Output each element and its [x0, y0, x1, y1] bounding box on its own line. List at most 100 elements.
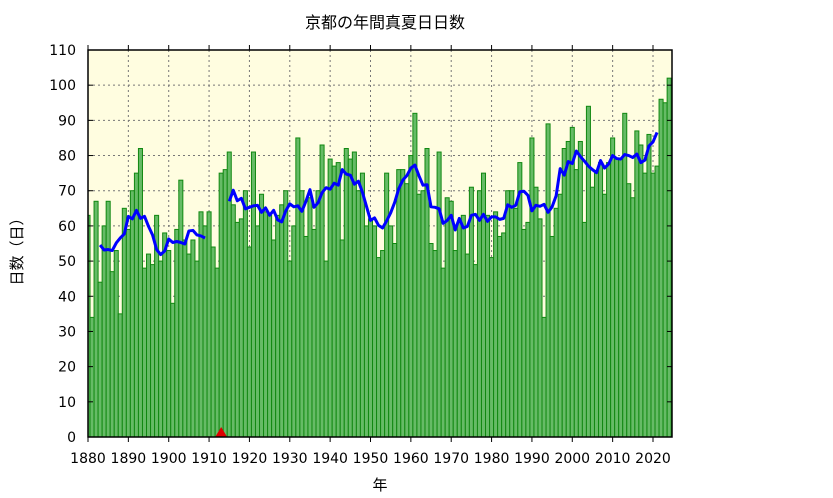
- bar-1967: [436, 151, 442, 438]
- bar-2023: [662, 102, 668, 438]
- bar-1980: [489, 257, 495, 438]
- bar-1939: [323, 260, 329, 438]
- bar-1997: [557, 193, 563, 438]
- bar-1944: [343, 148, 349, 438]
- bar-1962: [416, 193, 422, 438]
- bar-1978: [480, 172, 487, 438]
- bar-2004: [585, 105, 591, 438]
- bar-2010: [610, 137, 616, 438]
- bar-1976: [472, 264, 478, 438]
- bar-1918: [238, 218, 244, 438]
- bar-2020: [650, 172, 656, 438]
- bar-1941: [331, 165, 337, 438]
- y-tick-label: 20: [58, 360, 76, 376]
- bar-1934: [303, 235, 309, 438]
- bar-1936: [311, 228, 317, 438]
- bar-1968: [440, 267, 446, 438]
- bar-1908: [198, 211, 204, 438]
- bar-1937: [315, 190, 321, 438]
- x-tick-label: 1990: [514, 451, 550, 467]
- bar-1981: [493, 211, 499, 438]
- triangle-marker-1913: [215, 427, 228, 437]
- x-tick-label: 1980: [474, 451, 510, 467]
- x-tick-label: 1970: [433, 451, 469, 467]
- bar-2005: [589, 186, 595, 438]
- moving-average-line: [98, 131, 659, 257]
- bar-1921: [250, 151, 256, 438]
- bar-1988: [521, 228, 527, 438]
- bar-1984: [505, 190, 511, 438]
- x-tick-label: 1920: [232, 451, 268, 467]
- bar-1987: [517, 162, 523, 438]
- bar-1973: [460, 214, 466, 438]
- bar-1899: [162, 232, 168, 438]
- x-tick-label: 1880: [70, 451, 106, 467]
- bar-1992: [537, 218, 543, 438]
- bar-1999: [565, 140, 571, 438]
- bar-1924: [263, 211, 269, 438]
- bar-2003: [581, 221, 587, 438]
- bar-1906: [190, 239, 196, 438]
- bar-2021: [654, 165, 660, 438]
- bar-1923: [259, 193, 265, 438]
- moving-average-segment: [227, 131, 659, 232]
- bar-1882: [93, 200, 99, 438]
- bar-1991: [533, 186, 539, 438]
- bar-1904: [182, 239, 188, 438]
- bar-1884: [101, 225, 107, 438]
- bar-1957: [396, 169, 402, 438]
- bar-2002: [577, 140, 583, 438]
- bar-1942: [335, 162, 341, 438]
- x-tick-label: 1940: [312, 451, 348, 467]
- bar-1883: [97, 281, 103, 438]
- bar-1898: [158, 260, 164, 438]
- moving-average-segment: [98, 208, 206, 257]
- bar-1903: [178, 179, 184, 438]
- x-tick-label: 2000: [554, 451, 590, 467]
- y-tick-label: 0: [67, 430, 76, 446]
- bar-1949: [363, 225, 369, 438]
- bar-1951: [372, 225, 378, 438]
- bar-1925: [267, 214, 273, 438]
- bar-1982: [497, 235, 503, 438]
- bar-2013: [622, 112, 628, 438]
- bar-1965: [428, 243, 434, 438]
- bar-1927: [275, 214, 281, 438]
- bar-1926: [271, 239, 277, 438]
- bar-1886: [109, 271, 115, 438]
- bar-1929: [283, 190, 289, 438]
- bar-1917: [234, 221, 240, 438]
- bar-1977: [476, 190, 482, 438]
- plot-frame: [87, 49, 673, 438]
- bar-1940: [327, 158, 333, 438]
- bar-1887: [113, 250, 119, 438]
- bar-1958: [400, 169, 406, 438]
- bar-1975: [468, 186, 474, 438]
- bar-1996: [553, 207, 559, 438]
- bar-2012: [618, 158, 624, 438]
- bar-1909: [202, 225, 208, 438]
- bar-1916: [230, 204, 236, 438]
- bar-1950: [367, 218, 374, 438]
- bar-1971: [452, 250, 458, 438]
- bar-1911: [210, 246, 216, 438]
- markers: [215, 427, 228, 437]
- bar-1931: [291, 225, 297, 438]
- bar-1889: [121, 207, 127, 438]
- bar-2001: [573, 169, 579, 438]
- x-axis-label: 年: [372, 476, 387, 494]
- bar-1972: [456, 221, 462, 438]
- x-tick-label: 2010: [595, 451, 631, 467]
- bar-2017: [638, 144, 644, 438]
- bar-1963: [420, 190, 426, 438]
- x-tick-label: 2020: [635, 451, 671, 467]
- bar-1881: [89, 316, 95, 438]
- bar-1952: [376, 257, 382, 438]
- bar-1913: [218, 172, 224, 438]
- bar-1907: [194, 260, 200, 438]
- y-tick-label: 50: [58, 254, 76, 270]
- bar-1900: [166, 250, 172, 438]
- bar-1953: [380, 250, 386, 438]
- bar-1986: [513, 207, 519, 438]
